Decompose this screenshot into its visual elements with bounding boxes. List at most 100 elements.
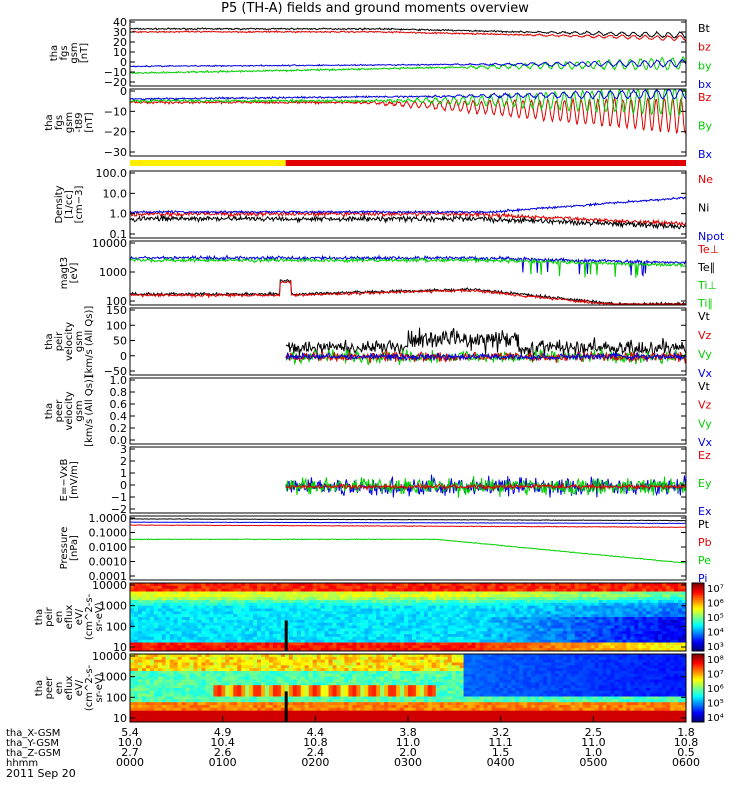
spectrogram-cell [237, 605, 242, 609]
spectrogram-cell [304, 705, 310, 709]
spectrogram-cell [562, 642, 568, 646]
spectrogram-cell [400, 588, 405, 592]
spectrogram-cell [257, 719, 262, 723]
spectrogram-cell [300, 671, 306, 675]
spectrogram-cell [535, 648, 540, 652]
spectrogram-cell [177, 639, 183, 643]
spectrogram-cell [193, 699, 199, 703]
spectrogram-cell [185, 668, 191, 672]
spectrogram-cell [237, 625, 242, 629]
spectrogram-cell [352, 668, 357, 672]
spectrogram-cell [678, 642, 683, 646]
spectrogram-cell [682, 614, 687, 618]
spectrogram-cell [348, 597, 353, 601]
spectrogram-cell [602, 622, 608, 626]
spectrogram-cell [642, 648, 647, 652]
spectrogram-cell [352, 628, 357, 632]
spectrogram-cell [404, 583, 409, 587]
spectrogram-cell [292, 710, 298, 714]
spectrogram-cell [348, 716, 353, 720]
spectrogram-cell [547, 619, 552, 624]
spectrogram-cell [261, 707, 266, 712]
spectrogram-cell [328, 628, 334, 632]
spectrogram-cell [368, 639, 373, 643]
spectrogram-cell [296, 605, 302, 609]
spectrogram-cell [360, 634, 365, 638]
spectrogram-cell [249, 699, 254, 703]
spectrogram-cell [439, 622, 445, 626]
spectrogram-cell [495, 619, 500, 624]
spectrogram-cell [543, 608, 548, 612]
spectrogram-cell [185, 716, 191, 720]
spectrogram-cell [598, 597, 604, 601]
spectrogram-cell [372, 583, 377, 587]
spectrogram-cell [261, 713, 266, 717]
spectrogram-cell [352, 656, 357, 661]
spectrogram-cell [269, 673, 274, 678]
spectrogram-cell [292, 676, 298, 680]
spectrogram-cell [229, 665, 234, 669]
spectrogram-cell [543, 617, 548, 621]
spectrogram-cell [280, 693, 286, 697]
spectrogram-cell [670, 600, 675, 604]
spectrogram-cell [276, 622, 282, 626]
spectrogram-cell [272, 665, 278, 669]
spectrogram-cell [674, 636, 679, 641]
spectrogram-cell [574, 583, 580, 587]
spectrogram-cell [578, 639, 584, 643]
spectrogram-cell [427, 597, 433, 601]
spectrogram-cell [165, 628, 171, 632]
spectrogram-cell [344, 634, 349, 638]
spectrogram-cell [165, 591, 171, 595]
spectrogram-cell [543, 645, 548, 649]
legend-entry: Pb [698, 536, 712, 549]
spectrogram-cell [320, 639, 326, 643]
spectrogram-cell [177, 676, 183, 680]
spectrogram-cell [344, 625, 349, 629]
spectrogram-cell [582, 619, 588, 624]
spectrogram-cell [312, 634, 318, 638]
spectrogram-cell [431, 619, 437, 624]
spectrogram-cell [376, 619, 381, 624]
spectrogram-cell [574, 594, 580, 598]
spectrogram-cell [312, 600, 318, 604]
spectrogram-cell [205, 597, 210, 601]
spectrogram-cell [431, 622, 437, 626]
spectrogram-cell [145, 585, 151, 590]
spectrogram-cell [328, 690, 334, 695]
spectrogram-cell [495, 611, 500, 615]
spectrogram-cell [177, 608, 183, 612]
spectrogram-cell [483, 591, 488, 595]
spectrogram-cell [237, 665, 242, 669]
ytick-label: 10 [113, 46, 127, 59]
spectrogram-cell [324, 622, 330, 626]
spectrogram-cell [288, 631, 294, 635]
spectrogram-cell [137, 707, 143, 712]
spectrogram-cell [145, 710, 151, 714]
spectrogram-cell [324, 676, 330, 680]
spectrogram-cell [249, 645, 254, 649]
spectrogram-cell [213, 642, 218, 646]
spectrogram-cell [614, 597, 619, 601]
spectrogram-cell [288, 639, 294, 643]
spectrogram-cell [566, 583, 572, 587]
spectrogram-cell [304, 679, 310, 683]
colorbar-label: 10⁴ [707, 628, 724, 639]
spectrogram-cell [658, 597, 663, 601]
spectrogram-cell [133, 602, 139, 607]
spectrogram-cell [209, 588, 214, 592]
spectrogram-cell [169, 713, 175, 717]
spectrogram-cell [666, 617, 671, 621]
spectrogram-cell [173, 639, 179, 643]
spectrogram-cell [543, 628, 548, 632]
spectrogram-cell [662, 628, 667, 632]
spectrogram-cell [658, 605, 663, 609]
spectrogram-cell [185, 617, 191, 621]
spectrogram-cell [153, 617, 159, 621]
spectrogram-cell [356, 617, 361, 621]
spectrogram-cell [193, 676, 199, 680]
spectrogram-cell [527, 648, 532, 652]
spectrogram-cell [292, 682, 298, 686]
spectrogram-cell [304, 659, 310, 663]
spectrogram-cell [308, 619, 314, 624]
